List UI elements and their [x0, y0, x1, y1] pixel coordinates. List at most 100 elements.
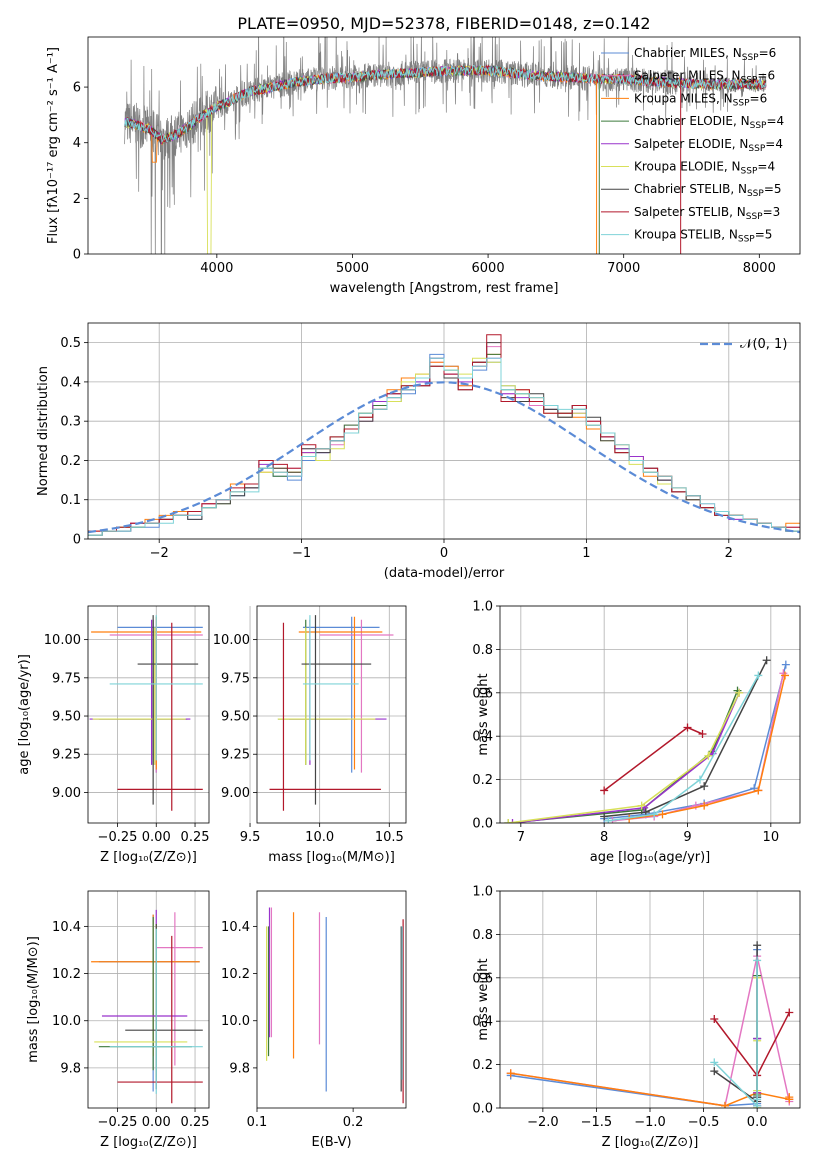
- x-tick-label: 0.00: [142, 1115, 171, 1130]
- y-tick-label: 10.0: [221, 1014, 250, 1029]
- x-tick-label: 10: [763, 830, 780, 845]
- legend-label: Chabrier MILES, NSSP=6: [634, 46, 776, 63]
- y-tick-label: 9.8: [229, 1061, 250, 1076]
- weight-line: [608, 675, 759, 822]
- weight-marker: [650, 810, 659, 819]
- x-tick-label: −0.5: [688, 1115, 720, 1130]
- x-tick-label: 0.25: [181, 1115, 210, 1130]
- y-tick-label: 0.8: [472, 643, 493, 658]
- y-tick-label: 9.50: [52, 710, 81, 725]
- x-tick-label: −1: [292, 546, 311, 561]
- weight-line: [604, 664, 787, 820]
- x-tick-label: 10.5: [375, 830, 404, 845]
- panel-age_vs_mass: 9.5 10.0 10.5 9.00 9.25 9.50 9.75 10.00 mass [lo…: [213, 605, 407, 865]
- x-tick-label: −2: [150, 546, 169, 561]
- legend-label: Salpeter MILES, NSSP=6: [634, 69, 775, 86]
- weight-marker: [508, 819, 517, 823]
- y-tick-label: 0: [73, 533, 81, 548]
- plot-area-spectrum: [124, 37, 767, 254]
- weight-line: [713, 960, 758, 1108]
- weight-marker: [600, 812, 609, 821]
- axes-frame: [499, 605, 801, 824]
- legend-label: Salpeter ELODIE, NSSP=4: [634, 137, 783, 154]
- x-tick-label: 8: [600, 830, 608, 845]
- panel-spectrum: 4000 5000 6000 7000 8000 0 2 4 6 wavelength [Angs…: [46, 36, 801, 296]
- x-tick-label: 0: [440, 546, 448, 561]
- y-tick-label: 9.8: [60, 1061, 81, 1076]
- weight-line: [612, 673, 785, 822]
- axes-frame: [499, 890, 801, 1109]
- x-axis-label: wavelength [Angstrom, rest frame]: [330, 281, 559, 296]
- y-tick-label: 1.0: [472, 885, 493, 900]
- y-tick-label: 6: [73, 81, 81, 96]
- y-axis-label: mass weight: [476, 673, 491, 755]
- weight-marker: [683, 723, 692, 732]
- y-tick-label: 10.2: [52, 967, 81, 982]
- y-tick-label: 9.25: [221, 748, 250, 763]
- weight-marker: [753, 941, 762, 950]
- panel-mass_vs_Z: −0.25 0.00 0.25 9.8 10.0 10.2 10.4 Z [log₁₀(Z/Z…: [26, 890, 210, 1150]
- panel-residuals: −2 −1 0 1 2 0 0.1 0.2 0.3 0.4 0.5 (data-model)/erro…: [36, 322, 801, 581]
- x-axis-label: (data-model)/error: [384, 566, 505, 581]
- y-tick-label: 10.2: [221, 967, 250, 982]
- x-axis-label: mass [log₁₀(M/M⊙)]: [268, 850, 395, 865]
- weight-line: [508, 692, 740, 823]
- y-tick-label: 0.4: [472, 1015, 493, 1030]
- y-tick-label: 9.00: [221, 786, 250, 801]
- axes-frame: [87, 36, 801, 255]
- x-tick-label: 0.00: [142, 830, 171, 845]
- y-tick-label: 0.6: [472, 686, 493, 701]
- weight-marker: [721, 1101, 729, 1108]
- weight-line: [604, 659, 768, 818]
- x-tick-label: 0.2: [343, 1115, 364, 1130]
- y-axis-label: mass [log₁₀(M/M⊙)]: [26, 936, 41, 1063]
- plot-area-weight_vs_Z: [506, 941, 794, 1108]
- legend-label: Kroupa ELODIE, NSSP=4: [634, 160, 775, 177]
- plot-area-age_vs_mass: [269, 615, 394, 811]
- x-tick-label: −2.0: [527, 1115, 559, 1130]
- x-tick-label: 1: [582, 546, 590, 561]
- weight-line: [512, 692, 740, 823]
- weight-marker: [700, 782, 709, 791]
- axes-frame: [87, 890, 210, 1109]
- x-tick-label: 4000: [200, 261, 233, 276]
- weight-marker: [698, 730, 707, 739]
- plot-area-mass_vs_Z: [91, 909, 203, 1104]
- weight-marker: [696, 775, 704, 784]
- x-tick-label: 5000: [336, 261, 369, 276]
- panel-mass_vs_ebv: 0.1 0.2 9.8 10.0 10.2 10.4 E(B-V): [221, 890, 407, 1150]
- y-tick-label: 0.2: [472, 773, 493, 788]
- y-tick-label: 10.00: [44, 633, 81, 648]
- y-tick-label: 9.00: [52, 786, 81, 801]
- x-tick-label: 0.1: [247, 1115, 268, 1130]
- x-tick-label: 7000: [607, 261, 640, 276]
- figure-title: PLATE=0950, MJD=52378, FIBERID=0148, z=0…: [237, 14, 650, 33]
- y-tick-label: 1.0: [472, 600, 493, 615]
- y-tick-label: 0: [73, 248, 81, 263]
- weight-marker: [785, 1008, 794, 1017]
- x-tick-label: −0.25: [98, 830, 138, 845]
- y-tick-label: 2: [73, 192, 81, 207]
- weight-marker: [506, 1069, 515, 1078]
- axes-frame: [256, 605, 407, 824]
- weight-marker: [781, 671, 789, 680]
- weight-marker: [710, 1067, 719, 1076]
- y-tick-label: 4: [73, 136, 81, 151]
- y-tick-label: 9.50: [221, 710, 250, 725]
- plot-area-age_vs_Z: [89, 615, 203, 811]
- weight-marker: [710, 1015, 719, 1024]
- y-axis-label: age [log₁₀(age/yr)]: [17, 654, 32, 775]
- y-axis-label: mass weight: [476, 958, 491, 1040]
- legend-label: 𝒩(0, 1): [740, 337, 787, 352]
- spectrum-model-line: [124, 64, 767, 144]
- weight-marker: [754, 671, 763, 680]
- legend-label: Salpeter STELIB, NSSP=3: [634, 205, 780, 222]
- x-tick-label: 7: [517, 830, 525, 845]
- y-tick-label: 0.5: [60, 336, 81, 351]
- weight-marker: [735, 688, 744, 697]
- legend-label: Chabrier STELIB, NSSP=5: [634, 182, 782, 199]
- y-tick-label: 0.4: [472, 730, 493, 745]
- x-axis-label: age [log₁₀(age/yr)]: [590, 850, 711, 865]
- weight-marker: [600, 786, 609, 795]
- x-tick-label: −1.5: [581, 1115, 613, 1130]
